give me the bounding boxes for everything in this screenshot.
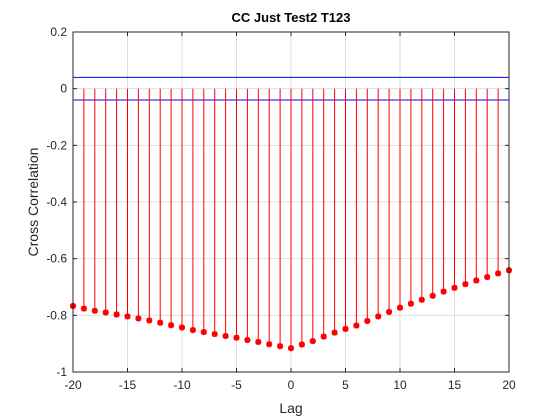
stem-marker bbox=[342, 325, 349, 332]
stem-marker bbox=[255, 338, 262, 345]
stem-marker bbox=[320, 333, 327, 340]
y-tick-label: -0.2 bbox=[46, 138, 67, 152]
stem-marker bbox=[200, 329, 207, 336]
x-tick-label: 10 bbox=[393, 378, 407, 392]
stem-marker bbox=[135, 315, 142, 322]
stem-marker bbox=[189, 327, 196, 334]
stem-marker bbox=[244, 336, 251, 343]
x-tick-label: 15 bbox=[448, 378, 462, 392]
stem-marker bbox=[102, 309, 109, 316]
stem-marker bbox=[91, 307, 98, 314]
y-tick-label: 0.2 bbox=[50, 25, 67, 39]
stem-marker bbox=[211, 331, 218, 338]
y-tick-label: -0.6 bbox=[46, 252, 67, 266]
stem-marker bbox=[124, 313, 131, 320]
x-tick-label: -5 bbox=[231, 378, 242, 392]
stem-marker bbox=[440, 288, 447, 295]
stem-marker bbox=[407, 300, 414, 307]
stem-marker bbox=[298, 341, 305, 348]
x-tick-label: -20 bbox=[64, 378, 82, 392]
stem-marker bbox=[429, 292, 436, 299]
stem-marker bbox=[288, 345, 294, 352]
stem-marker bbox=[113, 311, 120, 318]
stem-marker bbox=[353, 322, 360, 329]
x-axis-label: Lag bbox=[279, 400, 302, 416]
stem-marker bbox=[146, 317, 153, 324]
stem-marker bbox=[309, 338, 316, 345]
stem-marker bbox=[222, 333, 229, 340]
stem-marker bbox=[157, 319, 164, 326]
x-tick-label: 0 bbox=[288, 378, 295, 392]
y-tick-label: -0.8 bbox=[46, 308, 67, 322]
x-tick-label: 20 bbox=[502, 378, 516, 392]
stem-marker bbox=[495, 270, 502, 277]
y-tick-label: 0 bbox=[60, 82, 67, 96]
stem-marker bbox=[277, 343, 284, 350]
stem-marker bbox=[418, 296, 425, 303]
x-ticks: -20 -15 -10 -5 0 5 10 15 20 bbox=[64, 32, 516, 392]
stem-marker bbox=[386, 308, 393, 315]
stem-marker bbox=[462, 281, 469, 288]
y-axis-label: Cross Correlation bbox=[25, 148, 41, 257]
stem-marker bbox=[375, 313, 382, 320]
chart-title: CC Just Test2 T123 bbox=[232, 10, 351, 25]
stem-marker bbox=[266, 341, 273, 348]
stems bbox=[72, 88, 510, 349]
stem-marker bbox=[451, 284, 458, 291]
y-tick-label: -1 bbox=[56, 365, 67, 379]
stem-marker bbox=[364, 318, 371, 324]
x-tick-label: -15 bbox=[119, 378, 137, 392]
stem-marker bbox=[179, 324, 185, 331]
stem-marker bbox=[80, 305, 87, 312]
stem-marker bbox=[168, 322, 175, 329]
y-ticks: -1 -0.8 -0.6 -0.4 -0.2 0 0.2 bbox=[46, 25, 509, 379]
x-tick-label: -10 bbox=[173, 378, 191, 392]
stem-marker bbox=[473, 277, 480, 284]
stem-marker bbox=[233, 334, 240, 341]
x-tick-label: 5 bbox=[342, 378, 349, 392]
y-tick-label: -0.4 bbox=[46, 195, 67, 209]
stem-marker bbox=[397, 304, 403, 311]
stem-marker bbox=[331, 329, 338, 336]
stem-marker bbox=[484, 274, 491, 281]
